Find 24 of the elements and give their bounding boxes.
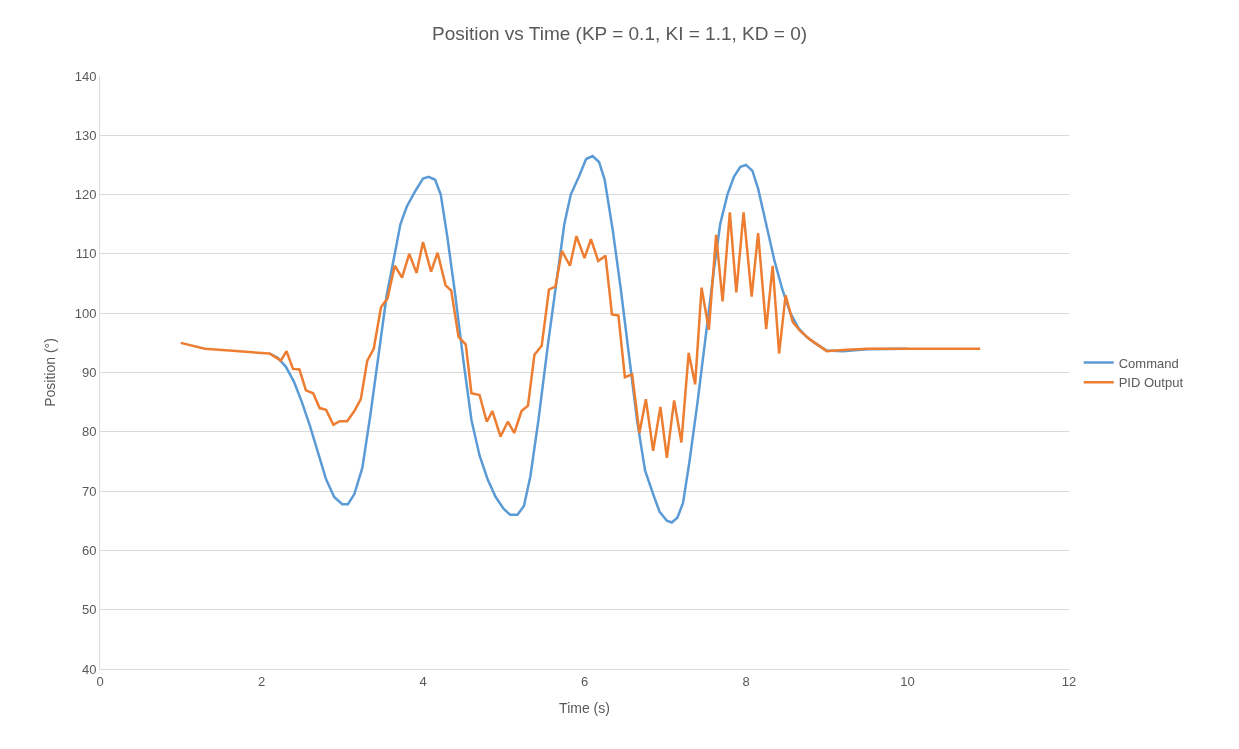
y-tick-label: 90: [81, 365, 97, 381]
x-tick-label: 8: [742, 673, 750, 689]
y-tick-label: 140: [74, 68, 97, 84]
x-axis-title: Time (s): [559, 699, 610, 716]
line-series: [179, 211, 982, 460]
legend-label: Command: [1118, 355, 1179, 371]
x-tick-label: 6: [580, 673, 589, 689]
y-tick-label: 60: [81, 542, 97, 558]
y-tick-label: 40: [81, 661, 97, 677]
legend-label: PID Output: [1118, 375, 1184, 391]
y-tick-label: 110: [75, 246, 97, 262]
x-tick-label: 0: [96, 673, 104, 689]
x-tick-label: 4: [419, 673, 427, 689]
chart-title: Position vs Time (KP = 0.1, KI = 1.1, KD = 0): [431, 22, 808, 44]
y-axis-title: Position (°): [42, 338, 59, 407]
y-tick-label: 50: [81, 602, 97, 618]
y-tick-label: 130: [74, 127, 97, 143]
y-tick-label: 80: [81, 424, 97, 440]
x-tick-label: 2: [257, 673, 266, 689]
y-tick-label: 100: [74, 305, 97, 321]
x-tick-label: 12: [1061, 673, 1077, 689]
y-tick-label: 70: [81, 483, 97, 499]
x-tick-label: 10: [900, 673, 915, 689]
y-tick-label: 120: [74, 187, 97, 203]
